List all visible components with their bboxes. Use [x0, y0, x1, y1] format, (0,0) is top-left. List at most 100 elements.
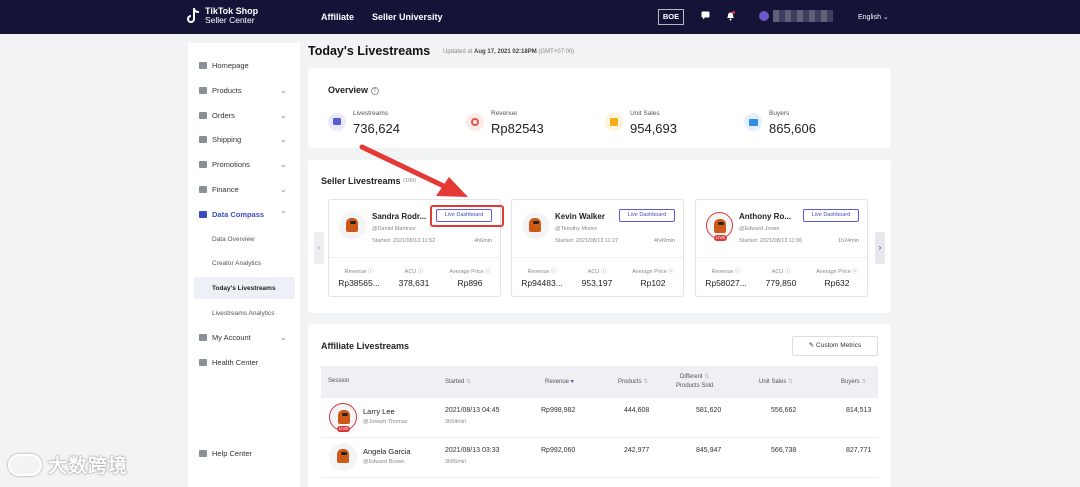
- table-row[interactable]: Angela Garcia @Edward Brown 2021/08/13 0…: [321, 438, 878, 478]
- metric-label-revenue: Revenue ⓘ: [711, 269, 741, 275]
- sidebar-item-health-center[interactable]: Health Center: [188, 350, 300, 374]
- chevron-down-icon: ⌄: [280, 184, 287, 194]
- seller-card[interactable]: Kevin Walker Live Dashboard @Timothy Moo…: [511, 199, 684, 297]
- chevron-down-icon: ⌄: [882, 14, 889, 21]
- table-header: Session Started ⇅ Revenue ▾ Products ⇅ D…: [321, 366, 878, 398]
- column-buyers[interactable]: Buyers ⇅: [841, 378, 866, 385]
- sidebar-item-homepage[interactable]: Homepage: [188, 53, 300, 77]
- column-different-products-sold[interactable]: Different ⇅ Products Sold: [676, 373, 713, 391]
- carousel-next-button[interactable]: ›: [875, 232, 885, 264]
- sort-icon: ⇅: [466, 379, 472, 385]
- chart-icon: [199, 210, 207, 218]
- column-revenue[interactable]: Revenue ▾: [545, 378, 574, 385]
- avatar: [339, 212, 366, 239]
- chevron-down-icon: ⌄: [280, 85, 287, 95]
- duration: 3h54min: [445, 419, 467, 425]
- sidebar-item-data-compass[interactable]: Data Compass ⌃: [188, 202, 300, 226]
- brand-line2: Seller Center: [205, 15, 255, 25]
- card-icon: [199, 185, 207, 193]
- carousel-prev-button[interactable]: ‹: [314, 232, 324, 264]
- duration: 1h24min: [837, 238, 859, 244]
- started-time: Started: 2021/08/13 11:06: [739, 238, 803, 244]
- metric-label-text: ACU: [771, 269, 784, 275]
- sidebar-item-orders[interactable]: Orders ⌄: [188, 103, 300, 127]
- duration: 4h49min: [653, 238, 675, 244]
- sidebar-item-label: Shipping: [212, 134, 242, 144]
- metric-value-acu: 953,197: [581, 278, 613, 288]
- session-name: Angela Garcia: [363, 447, 411, 456]
- duration: 3h56min: [445, 459, 467, 465]
- revenue-value: Rp998,982: [541, 407, 576, 414]
- column-label: Revenue: [545, 379, 570, 385]
- tiktok-shop-logo[interactable]: TikTok Shop Seller Center: [187, 7, 258, 25]
- sidebar-item-label: Products: [212, 85, 242, 95]
- sidebar-sub-data-overview[interactable]: Data Overview: [188, 228, 300, 250]
- column-started[interactable]: Started ⇅: [445, 378, 471, 385]
- sidebar-item-help-center[interactable]: Help Center: [188, 441, 300, 465]
- metric-label-text: Average Price: [449, 269, 484, 275]
- custom-metrics-button[interactable]: ✎ Custom Metrics: [792, 336, 878, 356]
- sidebar-sub-todays-livestreams[interactable]: Today's Livestreams: [194, 277, 295, 299]
- seller-card[interactable]: LIVE Anthony Ro... Live Dashboard @Edwar…: [695, 199, 868, 297]
- edit-icon: ✎: [808, 342, 815, 349]
- watermark-text: 大数跨境: [48, 456, 129, 477]
- metric-label-text: Average Price: [816, 269, 851, 275]
- table-row[interactable]: LIVE Larry Lee @Joseph Thomas 2021/08/13…: [321, 398, 878, 438]
- user-icon: [199, 333, 207, 341]
- env-badge[interactable]: BOE: [658, 9, 684, 25]
- sidebar-sub-livestreams-analytics[interactable]: Livestreams Analytics: [188, 302, 300, 324]
- nav-affiliate[interactable]: Affiliate: [321, 12, 355, 22]
- different-products-value: 845,947: [696, 447, 722, 454]
- sidebar-item-my-account[interactable]: My Account ⌄: [188, 325, 300, 349]
- sidebar-item-finance[interactable]: Finance ⌄: [188, 177, 300, 201]
- sidebar-item-shipping[interactable]: Shipping ⌄: [188, 127, 300, 151]
- started-time: Started: 2021/08/13 11:27: [555, 238, 619, 244]
- sidebar-item-promotions[interactable]: Promotions ⌄: [188, 152, 300, 176]
- live-dashboard-button[interactable]: Live Dashboard: [436, 209, 492, 222]
- avatar: [522, 212, 549, 239]
- updated-time: Aug 17, 2021 02:18PM: [474, 49, 537, 55]
- seller-card[interactable]: Sandra Rodr... Live Dashboard @Daniel Ma…: [328, 199, 501, 297]
- started-time: Started: 2021/08/13 11:52: [372, 238, 436, 244]
- sidebar-sub-label: Data Overview: [212, 235, 255, 243]
- column-unit-sales[interactable]: Unit Sales ⇅: [759, 378, 793, 385]
- metric-label-text: Revenue: [527, 269, 550, 275]
- column-label: Unit Sales: [759, 379, 787, 385]
- language-selector[interactable]: English ⌄: [858, 13, 889, 21]
- language-label: English: [858, 14, 881, 21]
- live-dashboard-button[interactable]: Live Dashboard: [803, 209, 859, 222]
- top-bar: TikTok Shop Seller Center Affiliate Selle…: [0, 0, 1080, 34]
- sidebar-item-products[interactable]: Products ⌄: [188, 78, 300, 102]
- shopping-bag-icon: [605, 113, 623, 131]
- truck-icon: [199, 135, 207, 143]
- live-dashboard-button[interactable]: Live Dashboard: [619, 209, 675, 222]
- chevron-down-icon: ⌄: [280, 159, 287, 169]
- session-handle: @Joseph Thomas: [363, 419, 408, 425]
- nav-seller-university[interactable]: Seller University: [372, 12, 443, 22]
- user-avatar[interactable]: [759, 11, 769, 21]
- column-products[interactable]: Products ⇅: [618, 378, 648, 385]
- sort-icon: ⇅: [643, 379, 649, 385]
- unit-sales-value: 566,738: [771, 447, 797, 454]
- blurred-username: [773, 10, 833, 22]
- sidebar-sub-label: Creator Analytics: [212, 259, 262, 267]
- info-icon[interactable]: ?: [370, 87, 379, 95]
- seller-name: Sandra Rodr...: [372, 212, 427, 221]
- stat-value: 736,624: [353, 121, 400, 136]
- annotation-highlight-box: [430, 205, 504, 227]
- help-icon: [199, 449, 207, 457]
- metric-value-average-price: Rp632: [824, 278, 850, 288]
- message-icon[interactable]: [701, 11, 710, 20]
- session-name: Larry Lee: [363, 407, 395, 416]
- stat-value: 865,606: [769, 121, 816, 136]
- sidebar-item-label: My Account: [212, 332, 251, 342]
- metric-label-text: ACU: [404, 269, 417, 275]
- notification-bell-icon[interactable]: [726, 11, 735, 21]
- metric-label-text: Revenue: [711, 269, 734, 275]
- divider: [512, 257, 683, 258]
- chevron-right-icon: ›: [878, 243, 882, 252]
- chevron-left-icon: ‹: [317, 243, 321, 252]
- buyers-value: 827,771: [846, 447, 872, 454]
- sidebar-sub-creator-analytics[interactable]: Creator Analytics: [188, 252, 300, 274]
- seller-handle: @Daniel Martinez: [372, 226, 416, 232]
